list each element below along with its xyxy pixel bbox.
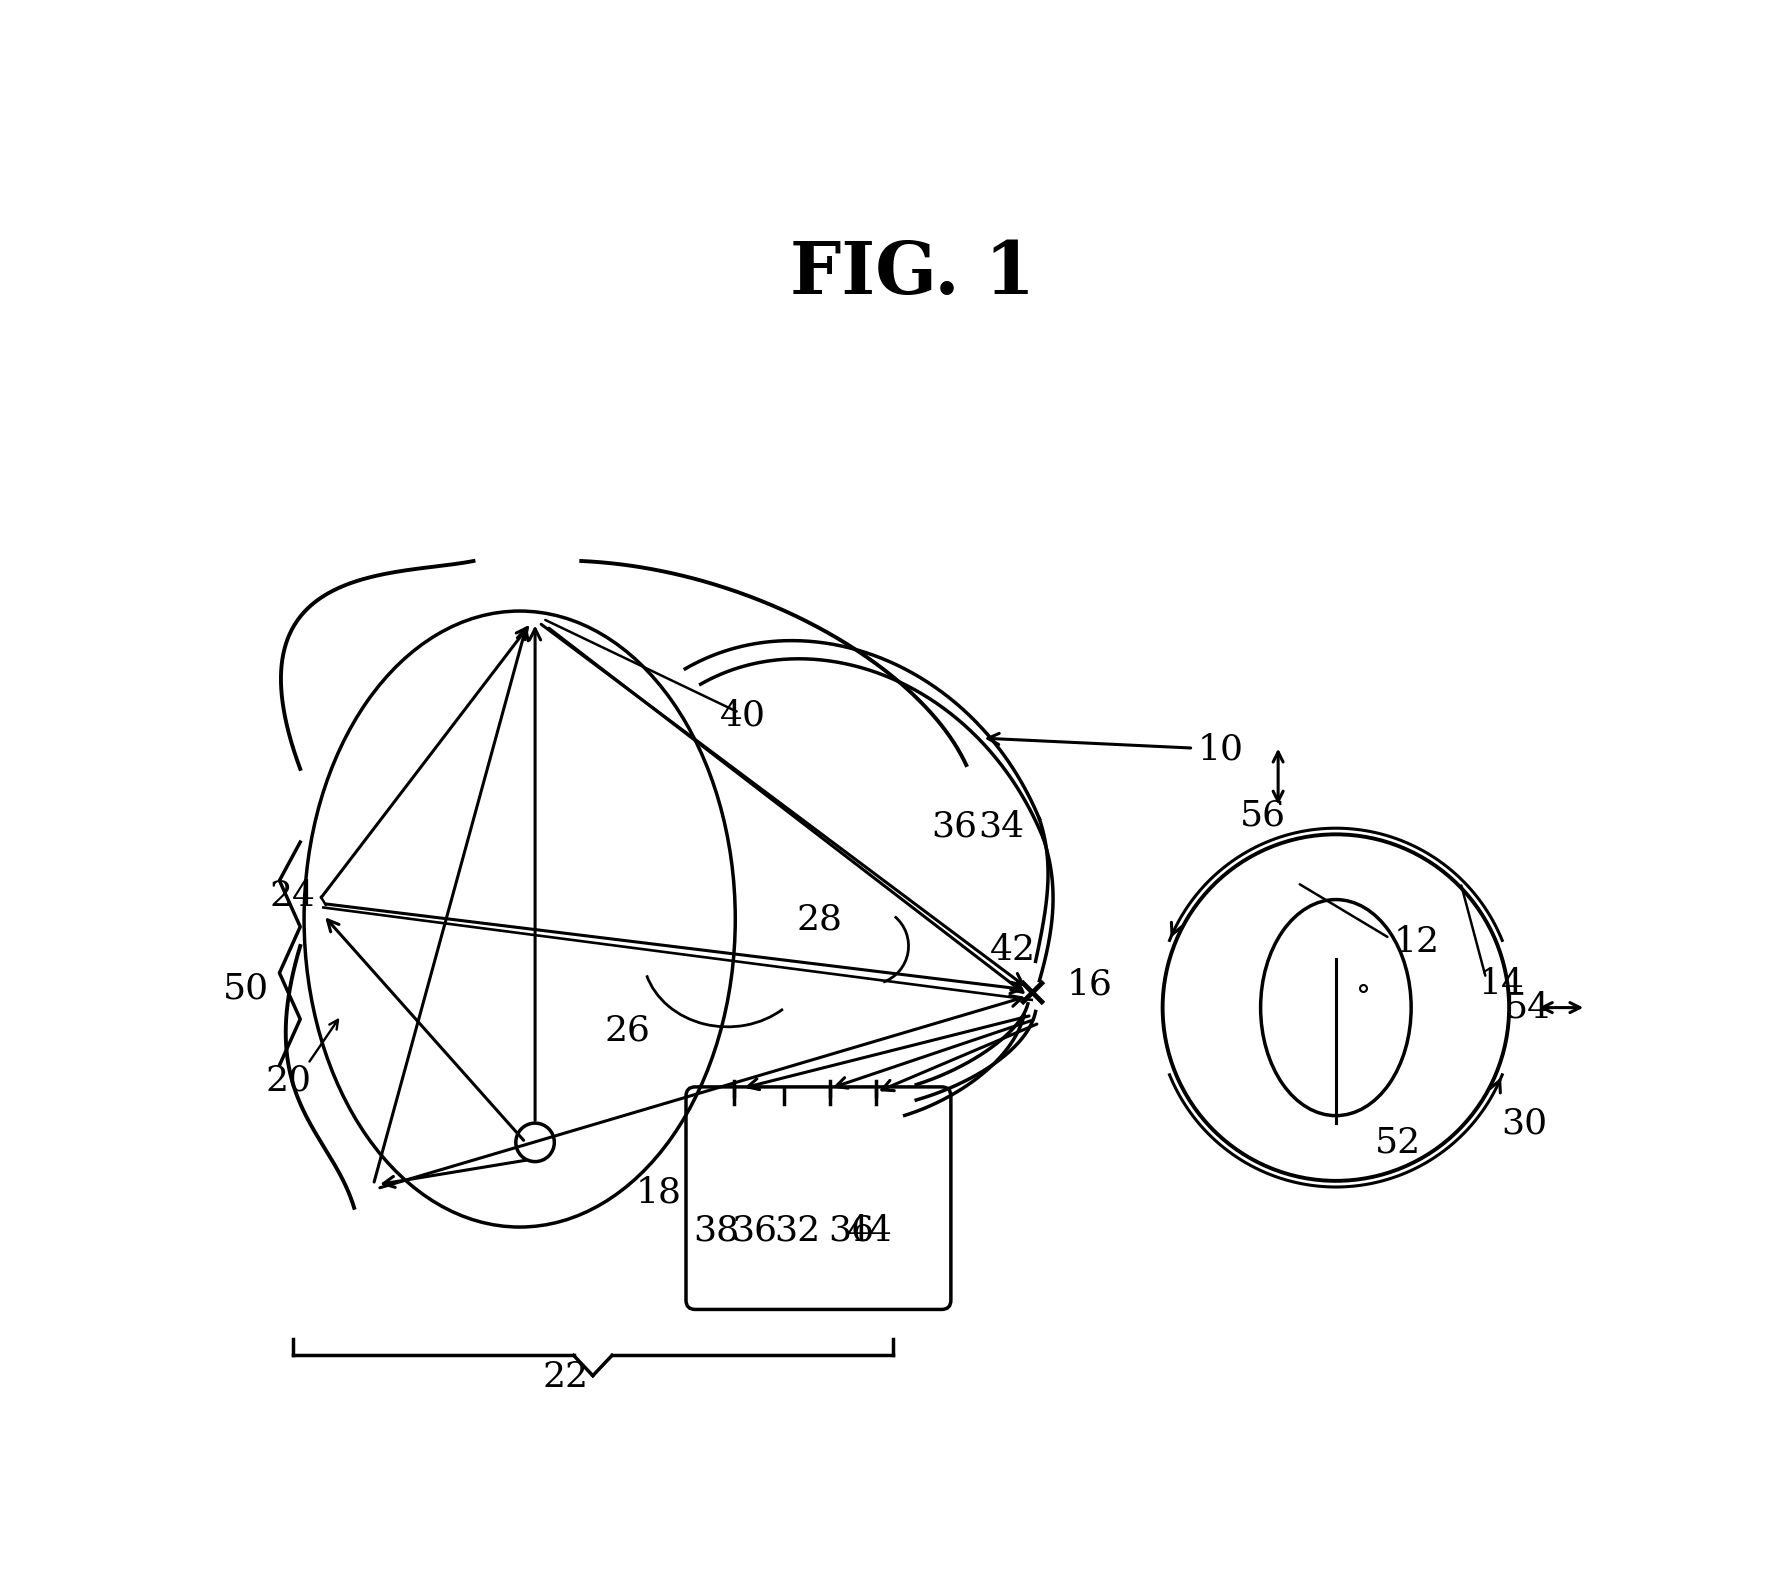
Text: 22: 22 — [543, 1361, 589, 1394]
Text: 40: 40 — [719, 699, 765, 732]
Text: 24: 24 — [269, 879, 315, 912]
Text: 12: 12 — [1394, 925, 1438, 959]
Text: 16: 16 — [1066, 968, 1112, 1002]
Text: 36: 36 — [828, 1214, 874, 1247]
Text: 20: 20 — [265, 1064, 311, 1097]
Text: 54: 54 — [1504, 990, 1550, 1024]
Text: 34: 34 — [977, 810, 1023, 844]
Text: 44: 44 — [847, 1214, 892, 1247]
Text: 32: 32 — [773, 1214, 819, 1247]
Text: 50: 50 — [222, 971, 269, 1005]
Text: 56: 56 — [1239, 798, 1285, 833]
Text: FIG. 1: FIG. 1 — [790, 238, 1034, 308]
Text: 38: 38 — [692, 1214, 739, 1247]
Text: 10: 10 — [1196, 732, 1242, 767]
Text: 36: 36 — [931, 810, 977, 844]
Text: 52: 52 — [1374, 1126, 1420, 1160]
Text: 42: 42 — [990, 933, 1034, 967]
Text: 30: 30 — [1501, 1105, 1547, 1140]
Text: 28: 28 — [796, 903, 842, 936]
Text: 14: 14 — [1477, 968, 1524, 1002]
Text: 18: 18 — [635, 1176, 682, 1209]
Text: 26: 26 — [603, 1014, 650, 1048]
Text: 36: 36 — [732, 1214, 778, 1247]
